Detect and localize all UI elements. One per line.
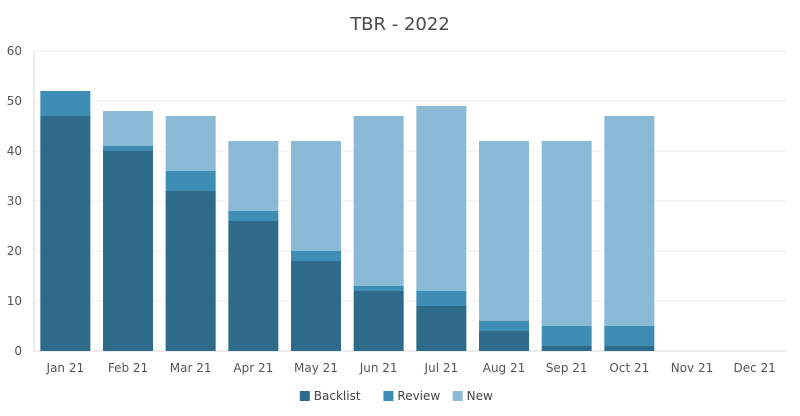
legend-swatch-new bbox=[452, 391, 463, 401]
y-tick-label: 20 bbox=[7, 244, 22, 258]
legend-swatch-backlist bbox=[299, 391, 310, 401]
x-tick-label: Jun 21 bbox=[359, 361, 398, 375]
bar-review-aug-21 bbox=[479, 321, 529, 331]
x-tick-label: Oct 21 bbox=[609, 361, 649, 375]
bar-review-feb-21 bbox=[103, 146, 153, 151]
legend-swatch-review bbox=[383, 391, 394, 401]
bar-review-jan-21 bbox=[40, 91, 91, 116]
bar-new-apr-21 bbox=[228, 141, 279, 211]
bar-new-jul-21 bbox=[416, 106, 467, 291]
bar-new-aug-21 bbox=[479, 141, 529, 321]
y-tick-label: 30 bbox=[7, 194, 22, 208]
bar-review-may-21 bbox=[291, 251, 341, 261]
y-axis-ticks: 0 10 20 30 40 50 60 bbox=[7, 44, 22, 358]
bar-backlist-may-21 bbox=[291, 261, 341, 351]
bar-backlist-aug-21 bbox=[479, 331, 529, 351]
bar-new-jun-21 bbox=[353, 116, 404, 286]
legend-label-new: New bbox=[467, 389, 493, 403]
bar-new-may-21 bbox=[291, 141, 341, 251]
bar-review-jun-21 bbox=[353, 286, 404, 291]
legend: Backlist Review New bbox=[299, 389, 493, 403]
bar-backlist-jul-21 bbox=[416, 306, 467, 351]
bar-new-feb-21 bbox=[103, 111, 153, 146]
chart-title: TBR - 2022 bbox=[349, 14, 450, 35]
x-tick-label: Feb 21 bbox=[108, 361, 148, 375]
bar-backlist-jun-21 bbox=[353, 291, 404, 351]
x-axis-ticks: Jan 21 Feb 21 Mar 21 Apr 21 May 21 Jun 21 Jul … bbox=[46, 361, 776, 375]
bar-backlist-jan-21 bbox=[40, 116, 91, 351]
legend-label-backlist: Backlist bbox=[314, 389, 361, 403]
x-tick-label: Apr 21 bbox=[233, 361, 273, 375]
bar-backlist-mar-21 bbox=[165, 191, 216, 351]
x-tick-label: Mar 21 bbox=[170, 361, 212, 375]
bar-new-sep-21 bbox=[541, 141, 592, 326]
x-tick-label: Sep 21 bbox=[546, 361, 588, 375]
x-tick-label: Jul 21 bbox=[424, 361, 459, 375]
x-tick-label: May 21 bbox=[294, 361, 338, 375]
bar-review-apr-21 bbox=[228, 211, 279, 221]
x-tick-label: Nov 21 bbox=[671, 361, 714, 375]
bar-review-oct-21 bbox=[604, 326, 655, 346]
bar-backlist-apr-21 bbox=[228, 221, 279, 351]
bar-backlist-sep-21 bbox=[541, 346, 592, 351]
x-tick-label: Dec 21 bbox=[734, 361, 776, 375]
legend-label-review: Review bbox=[397, 389, 440, 403]
bar-backlist-oct-21 bbox=[604, 346, 655, 351]
bar-review-mar-21 bbox=[165, 171, 216, 191]
y-tick-label: 60 bbox=[7, 44, 22, 58]
y-tick-label: 0 bbox=[14, 344, 22, 358]
y-tick-label: 50 bbox=[7, 94, 22, 108]
x-tick-label: Jan 21 bbox=[46, 361, 85, 375]
bar-review-sep-21 bbox=[541, 326, 592, 346]
y-tick-label: 10 bbox=[7, 294, 22, 308]
bars bbox=[40, 91, 655, 351]
y-tick-label: 40 bbox=[7, 144, 22, 158]
bar-new-mar-21 bbox=[165, 116, 216, 171]
x-tick-label: Aug 21 bbox=[483, 361, 526, 375]
gridlines bbox=[33, 50, 786, 352]
bar-new-oct-21 bbox=[604, 116, 655, 326]
bar-review-jul-21 bbox=[416, 291, 467, 306]
bar-backlist-feb-21 bbox=[103, 151, 153, 351]
